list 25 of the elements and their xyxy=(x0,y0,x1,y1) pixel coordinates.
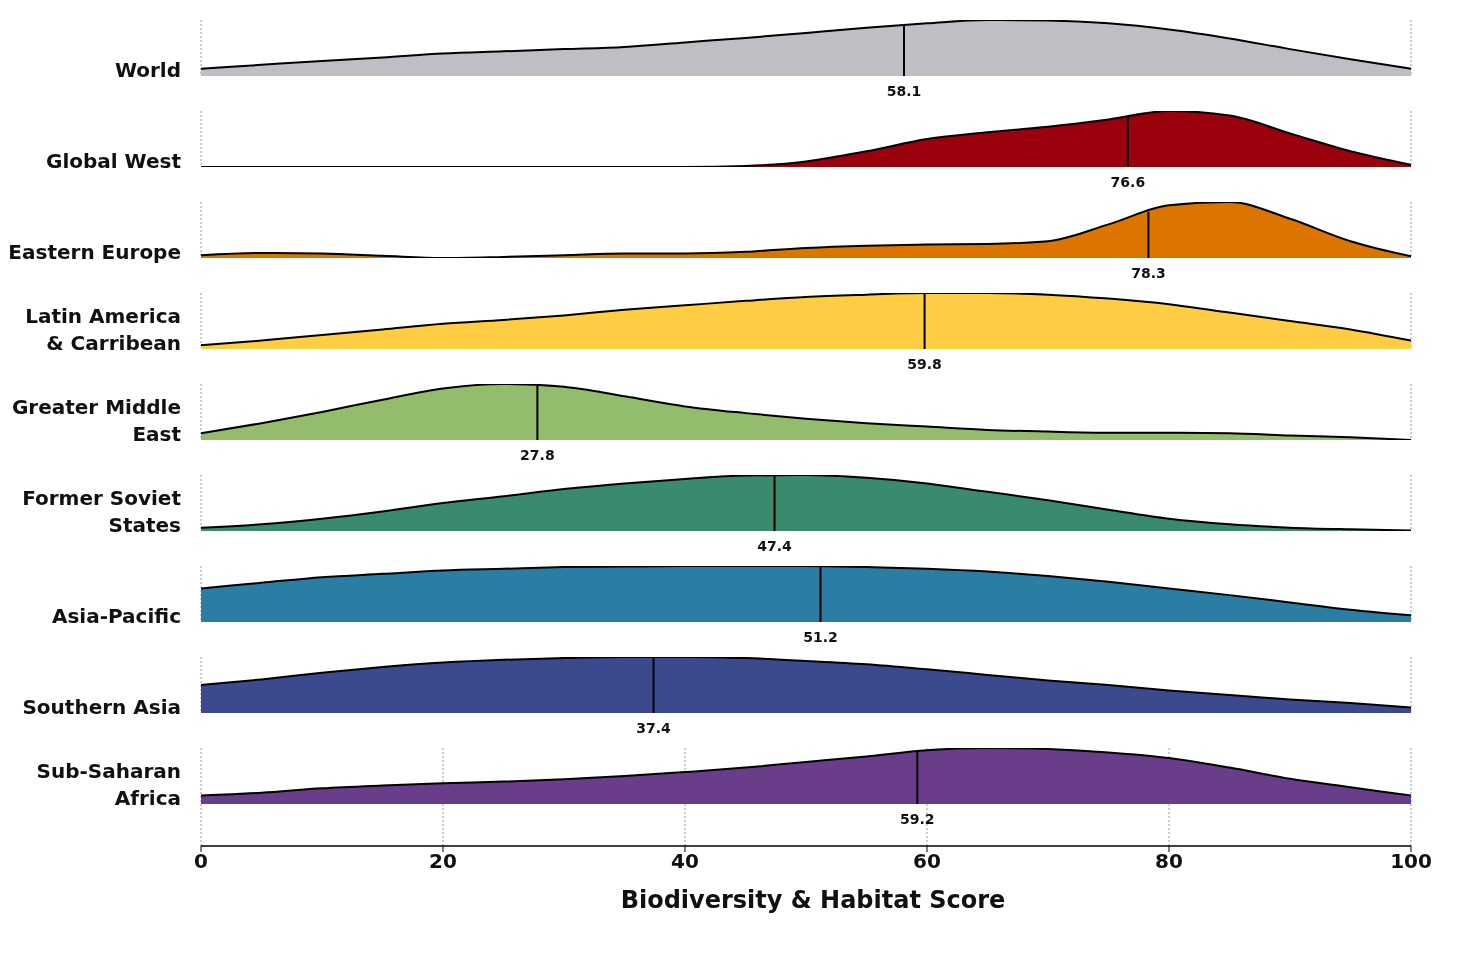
y-axis-title: Eastern Europe xyxy=(8,239,181,266)
ref-line-label: 27.8 xyxy=(520,446,555,463)
x-tick-label: 80 xyxy=(1155,849,1183,874)
ref-line-label: 51.2 xyxy=(803,628,838,645)
x-axis-title: Biodiversity & Habitat Score xyxy=(619,886,1007,914)
y-axis-title: Greater Middle East xyxy=(10,394,181,448)
ref-line-label: 59.8 xyxy=(907,355,942,372)
y-axis-title: Global West xyxy=(45,148,181,175)
y-axis-title: World xyxy=(114,57,181,84)
ref-line-label: 58.1 xyxy=(886,82,922,99)
ref-line-label: 47.4 xyxy=(757,537,793,554)
y-axis-title: Southern Asia xyxy=(22,694,181,721)
ref-line-label: 78.3 xyxy=(1131,264,1166,281)
x-tick-label: 60 xyxy=(913,849,941,874)
y-axis-title: Former Soviet States xyxy=(21,485,181,539)
ref-line-label: 37.4 xyxy=(636,719,672,736)
x-tick-label: 100 xyxy=(1390,849,1432,874)
y-axis-title: Sub-Saharan Africa xyxy=(35,758,181,812)
y-axis-title: Latin America & Carribean xyxy=(24,303,181,357)
ref-line-label: 76.6 xyxy=(1110,173,1146,190)
y-axis-title: Asia-Pacific xyxy=(51,603,181,630)
x-tick-label: 40 xyxy=(671,849,699,874)
x-tick-label: 20 xyxy=(429,849,457,874)
ref-line-label: 59.2 xyxy=(900,810,935,827)
x-tick-label: 0 xyxy=(194,849,208,874)
